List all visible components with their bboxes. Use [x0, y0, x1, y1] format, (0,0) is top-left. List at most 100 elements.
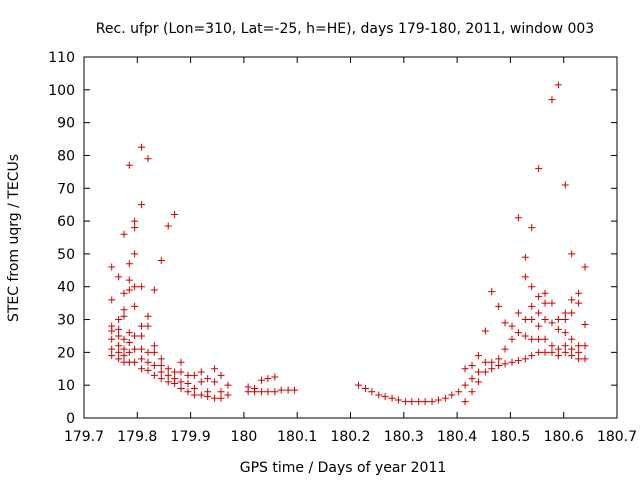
data-point	[264, 388, 272, 396]
data-point	[164, 378, 172, 386]
data-point	[190, 384, 198, 392]
x-axis: 179.7 179.8 179.9 180 180.1 180.2 180.3 180.4 18…	[64, 57, 637, 445]
data-point	[361, 384, 369, 392]
data-point	[428, 398, 436, 406]
x-tick-label: 180	[231, 429, 258, 445]
data-point	[164, 365, 172, 373]
data-point	[508, 322, 516, 330]
data-point	[184, 371, 192, 379]
data-point	[211, 394, 219, 402]
data-point	[197, 391, 205, 399]
data-point	[157, 361, 165, 369]
data-point	[474, 352, 482, 360]
data-point	[514, 309, 522, 317]
data-point	[554, 345, 562, 353]
data-point	[468, 388, 476, 396]
data-point	[120, 352, 128, 360]
data-point	[115, 273, 123, 281]
data-point	[561, 316, 569, 324]
data-point	[488, 365, 496, 373]
data-point	[508, 358, 516, 366]
data-point	[264, 375, 272, 383]
data-point	[554, 316, 562, 324]
data-point	[197, 368, 205, 376]
data-point	[197, 378, 205, 386]
data-point	[138, 365, 146, 373]
data-point	[481, 327, 489, 335]
data-point	[144, 348, 152, 356]
data-point	[568, 345, 576, 353]
data-point	[495, 361, 503, 369]
data-point	[144, 155, 152, 163]
data-point	[108, 296, 116, 304]
data-point	[501, 345, 509, 353]
data-point	[177, 378, 185, 386]
data-point	[131, 345, 139, 353]
data-point	[138, 201, 146, 209]
data-point	[568, 250, 576, 258]
data-point	[115, 348, 123, 356]
data-point	[204, 393, 212, 401]
data-point	[541, 335, 549, 343]
data-point	[521, 316, 529, 324]
data-point	[394, 396, 402, 404]
data-point	[548, 342, 556, 350]
data-point	[277, 386, 285, 394]
data-point	[461, 381, 469, 389]
data-point	[115, 342, 123, 350]
data-point	[441, 394, 449, 402]
data-point	[575, 342, 583, 350]
data-point	[125, 339, 133, 347]
data-point	[501, 360, 509, 368]
data-point	[157, 355, 165, 363]
y-tick-label: 0	[66, 411, 75, 427]
data-point	[535, 293, 543, 301]
data-point	[535, 309, 543, 317]
data-point	[488, 358, 496, 366]
data-point	[150, 286, 158, 294]
data-point	[535, 322, 543, 330]
data-point	[468, 361, 476, 369]
data-point	[535, 348, 543, 356]
data-point	[251, 388, 259, 396]
y-tick-label: 20	[57, 345, 75, 361]
data-point	[528, 352, 536, 360]
data-point	[108, 327, 116, 335]
data-point	[115, 316, 123, 324]
data-point	[138, 322, 146, 330]
data-point	[257, 376, 265, 384]
data-point	[408, 398, 416, 406]
data-point	[157, 368, 165, 376]
data-point	[138, 143, 146, 151]
data-point	[575, 355, 583, 363]
y-tick-label: 80	[57, 148, 75, 164]
data-point	[554, 325, 562, 333]
data-point	[388, 394, 396, 402]
data-point	[514, 329, 522, 337]
data-point	[461, 398, 469, 406]
data-point	[190, 391, 198, 399]
data-point	[488, 288, 496, 296]
x-tick-label: 180.3	[384, 429, 424, 445]
data-point	[125, 276, 133, 284]
data-point	[120, 335, 128, 343]
data-point	[541, 299, 549, 307]
data-point	[217, 388, 225, 396]
data-point	[548, 319, 556, 327]
data-point	[144, 312, 152, 320]
x-tick-label: 179.9	[171, 429, 211, 445]
data-point	[561, 181, 569, 189]
data-point	[144, 322, 152, 330]
data-point	[271, 388, 279, 396]
data-point	[271, 373, 279, 381]
x-tick-label: 179.7	[64, 429, 104, 445]
data-point	[131, 224, 139, 232]
data-point	[120, 306, 128, 314]
x-axis-label: GPS time / Days of year 2011	[240, 460, 447, 476]
x-tick-label: 180.4	[437, 429, 477, 445]
data-point	[474, 368, 482, 376]
data-point	[184, 380, 192, 388]
data-point	[138, 355, 146, 363]
data-point	[528, 224, 536, 232]
data-point	[108, 345, 116, 353]
